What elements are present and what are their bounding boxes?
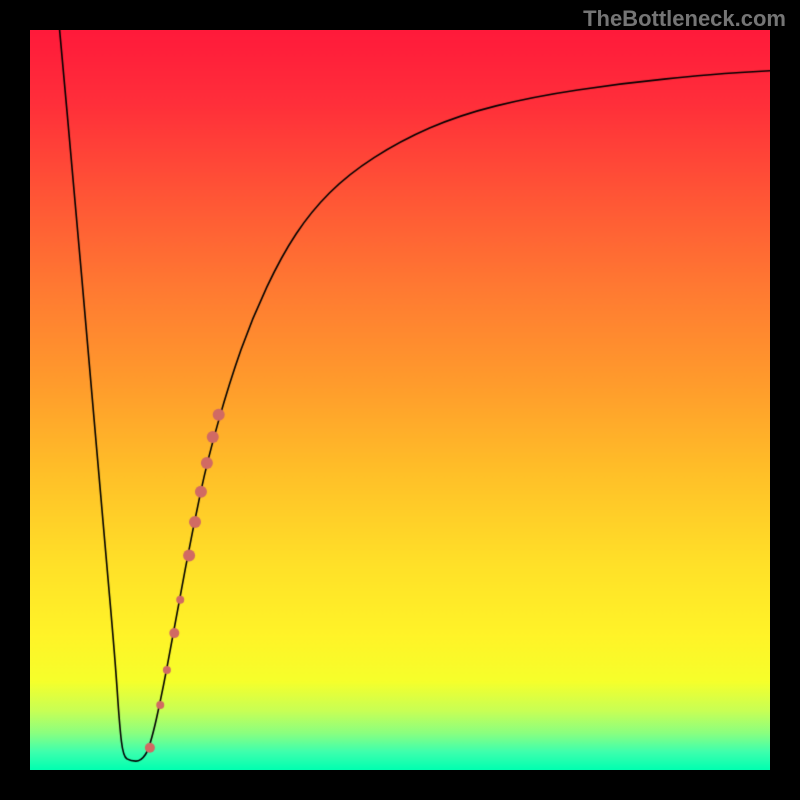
plot-frame	[30, 30, 770, 770]
watermark-label: TheBottleneck.com	[583, 6, 786, 32]
plot-canvas	[30, 30, 770, 770]
bottom-border	[30, 770, 770, 800]
chart-root: TheBottleneck.com	[0, 0, 800, 800]
